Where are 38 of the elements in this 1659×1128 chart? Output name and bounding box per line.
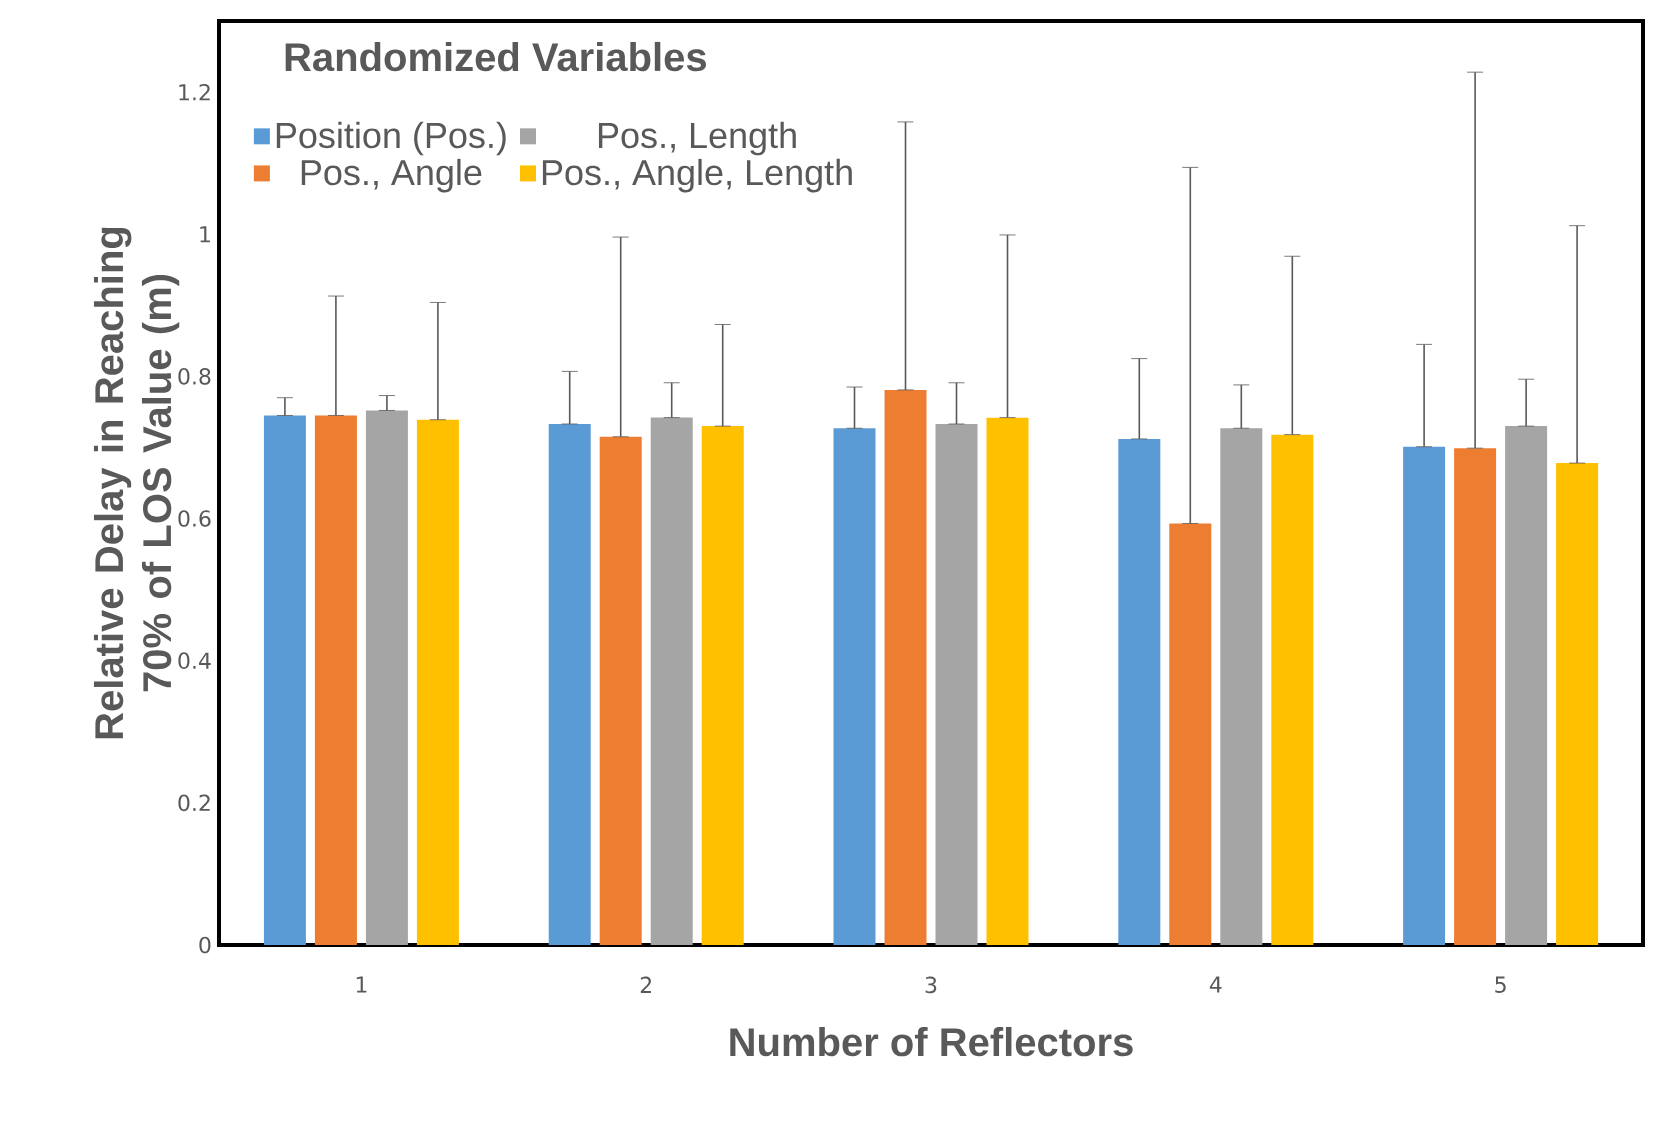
y-tick-label: 0	[199, 936, 211, 954]
legend-label: Pos., Angle, Length	[542, 158, 852, 193]
x-tick-label: 1	[356, 976, 367, 993]
bar	[986, 417, 1029, 945]
bar	[1220, 428, 1263, 945]
y-tick-label: 1	[200, 226, 210, 243]
bar	[833, 428, 876, 945]
x-tick-label: 3	[925, 976, 937, 994]
y-tick-label: 0.6	[178, 510, 211, 527]
y-tick-label: 0.8	[178, 368, 211, 385]
bar	[1169, 523, 1212, 945]
bar	[416, 419, 459, 945]
bar	[1271, 434, 1314, 945]
bar	[1403, 446, 1446, 945]
legend-title: Randomized Variables	[285, 41, 706, 72]
x-axis-title: Number of Reflectors	[730, 1026, 1133, 1057]
x-tick-label: 4	[1209, 976, 1222, 993]
x-tick-label: 5	[1495, 976, 1506, 993]
bar	[650, 417, 693, 945]
y-tick-label: 1.2	[179, 83, 210, 101]
legend-label: Pos., Angle	[301, 158, 482, 193]
bar	[365, 410, 408, 945]
bar	[548, 423, 591, 945]
bar	[1556, 463, 1599, 945]
y-tick-label: 0.2	[178, 794, 210, 812]
bar	[1454, 448, 1497, 945]
bar	[1505, 426, 1548, 945]
bar	[599, 436, 642, 945]
legend-label: Position (Pos.)	[276, 121, 506, 156]
y-tick-label: 0.4	[178, 652, 211, 669]
bar	[701, 426, 744, 945]
bar	[884, 389, 927, 945]
bar	[1118, 438, 1161, 945]
bar	[935, 423, 978, 945]
bar	[314, 415, 357, 945]
bar	[263, 415, 306, 945]
legend-label: Pos., Length	[598, 121, 796, 156]
x-tick-label: 2	[640, 976, 651, 993]
